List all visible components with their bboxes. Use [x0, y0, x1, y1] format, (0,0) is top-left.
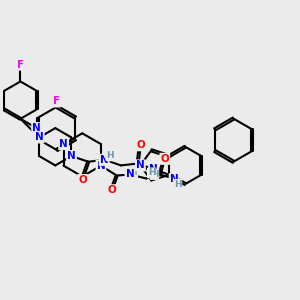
Text: N: N: [67, 151, 76, 161]
Text: F: F: [17, 60, 24, 70]
Text: H: H: [151, 170, 158, 179]
Text: O: O: [160, 154, 169, 164]
Text: F: F: [53, 96, 60, 106]
Text: N: N: [97, 161, 105, 171]
Text: N: N: [170, 174, 178, 184]
Text: H: H: [106, 152, 114, 160]
Text: H: H: [148, 169, 155, 178]
Text: N: N: [136, 160, 145, 170]
Text: O: O: [107, 185, 116, 195]
Text: O: O: [78, 175, 87, 185]
Text: N: N: [100, 155, 108, 165]
Text: N: N: [59, 139, 68, 149]
Text: H: H: [130, 168, 137, 177]
Text: N: N: [149, 164, 158, 174]
Text: N: N: [35, 132, 44, 142]
Text: H: H: [174, 180, 181, 189]
Text: N: N: [32, 123, 41, 133]
Text: N: N: [126, 169, 134, 179]
Text: O: O: [136, 140, 145, 150]
